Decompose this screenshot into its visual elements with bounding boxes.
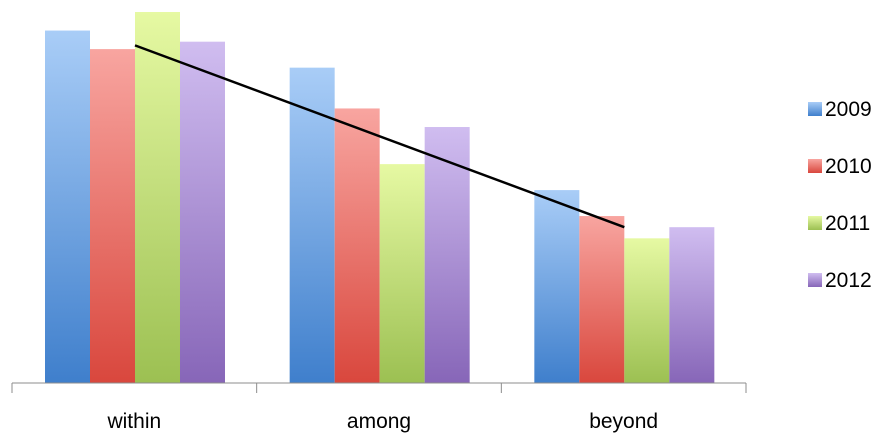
bar-beyond-2011 (624, 238, 670, 383)
bar-among-2012 (424, 127, 470, 383)
bar-within-2011 (135, 12, 180, 383)
x-tick-label: among (347, 410, 411, 433)
bars-layer (45, 12, 715, 384)
legend-label: 2012 (825, 269, 872, 292)
trendline (134, 44, 625, 229)
bar-within-2010 (90, 49, 135, 383)
x-tick-label: beyond (589, 410, 658, 433)
legend-label: 2009 (825, 98, 872, 121)
x-axis: within among beyond (11, 382, 747, 433)
legend-swatch-2010 (808, 159, 822, 173)
bar-beyond-2012 (669, 227, 715, 383)
legend-swatch-2011 (808, 216, 822, 230)
bar-within-2009 (45, 30, 90, 384)
bar-among-2011 (379, 164, 425, 383)
x-tick-label: within (106, 410, 161, 433)
trendline-layer (134, 44, 625, 229)
bar-beyond-2010 (579, 216, 625, 383)
bar-within-2012 (180, 41, 225, 384)
bar-beyond-2009 (534, 190, 580, 383)
bar-among-2010 (334, 108, 380, 384)
legend-swatch-2009 (808, 102, 822, 116)
legend: 2009 2010 2011 2012 (808, 98, 872, 292)
bar-among-2009 (289, 67, 335, 384)
legend-label: 2010 (825, 155, 872, 178)
legend-swatch-2012 (808, 273, 822, 287)
legend-label: 2011 (825, 212, 870, 235)
